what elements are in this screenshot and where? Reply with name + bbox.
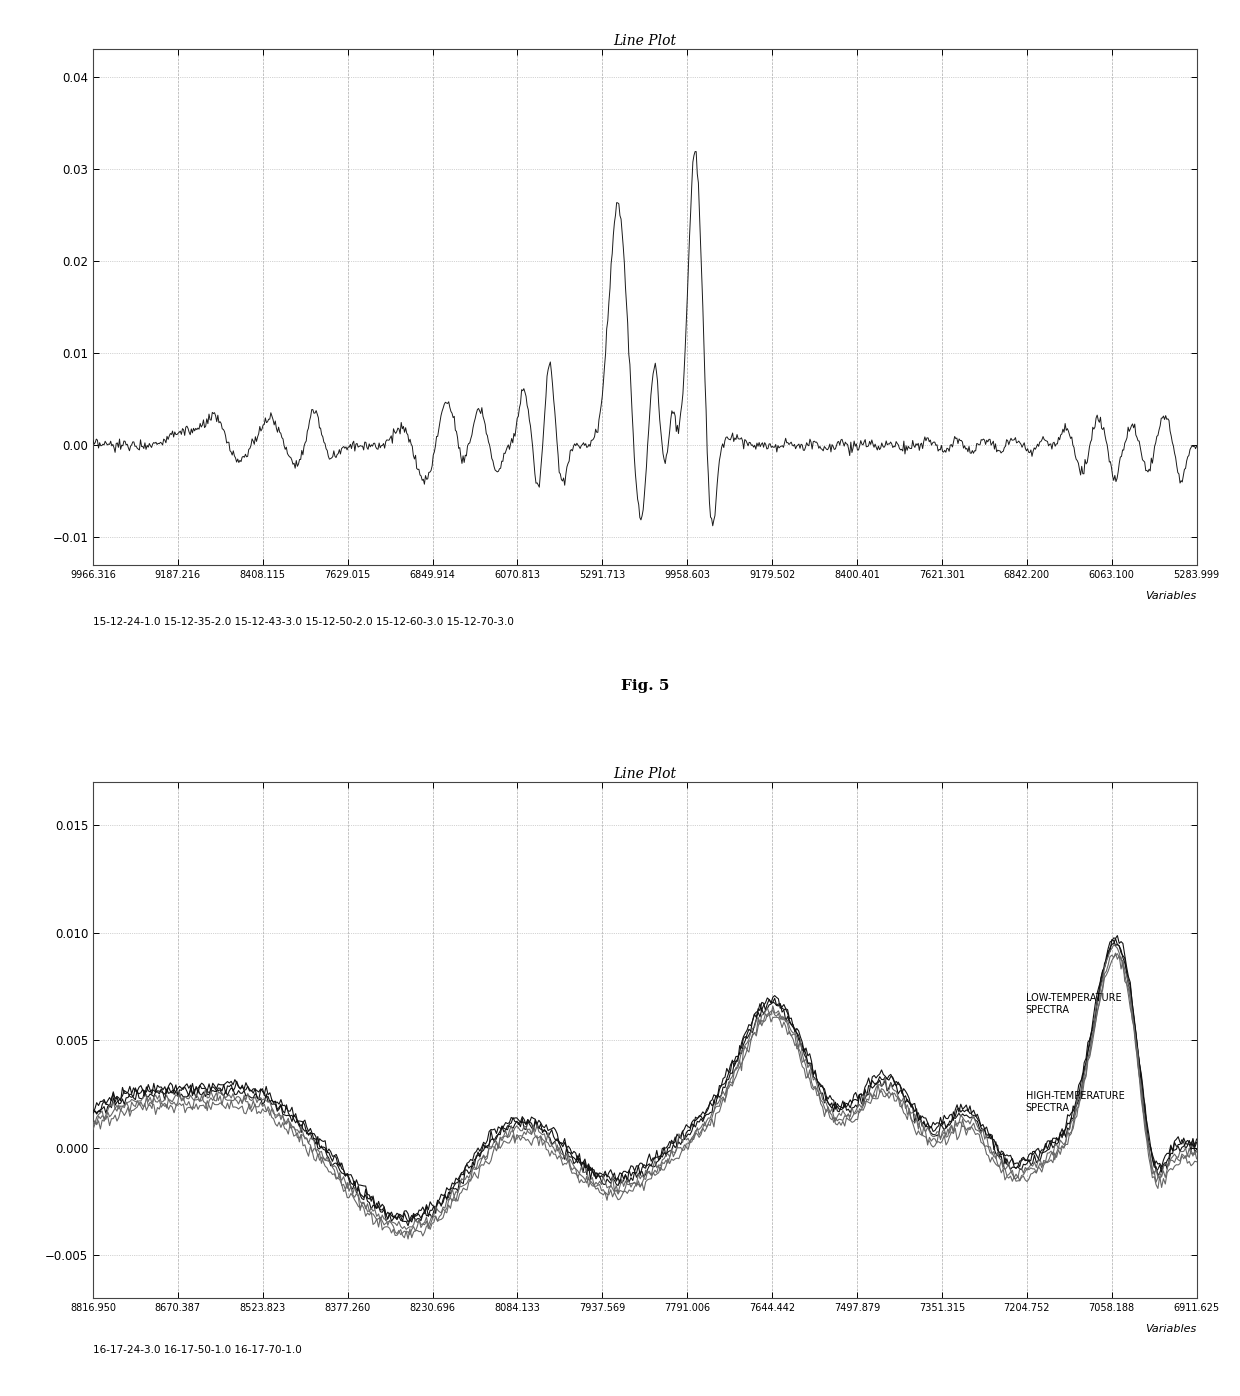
Title: Line Plot: Line Plot — [614, 766, 676, 780]
Text: Fig. 5: Fig. 5 — [620, 678, 670, 692]
Text: 15-12-24-1.0 15-12-35-2.0 15-12-43-3.0 15-12-50-2.0 15-12-60-3.0 15-12-70-3.0: 15-12-24-1.0 15-12-35-2.0 15-12-43-3.0 1… — [93, 617, 513, 627]
Text: Variables: Variables — [1146, 1323, 1197, 1335]
Title: Line Plot: Line Plot — [614, 34, 676, 47]
Text: Variables: Variables — [1146, 591, 1197, 600]
Text: HIGH-TEMPERATURE
SPECTRA: HIGH-TEMPERATURE SPECTRA — [1025, 1090, 1125, 1113]
Text: LOW-TEMPERATURE
SPECTRA: LOW-TEMPERATURE SPECTRA — [1025, 993, 1121, 1015]
Text: 16-17-24-3.0 16-17-50-1.0 16-17-70-1.0: 16-17-24-3.0 16-17-50-1.0 16-17-70-1.0 — [93, 1344, 301, 1354]
